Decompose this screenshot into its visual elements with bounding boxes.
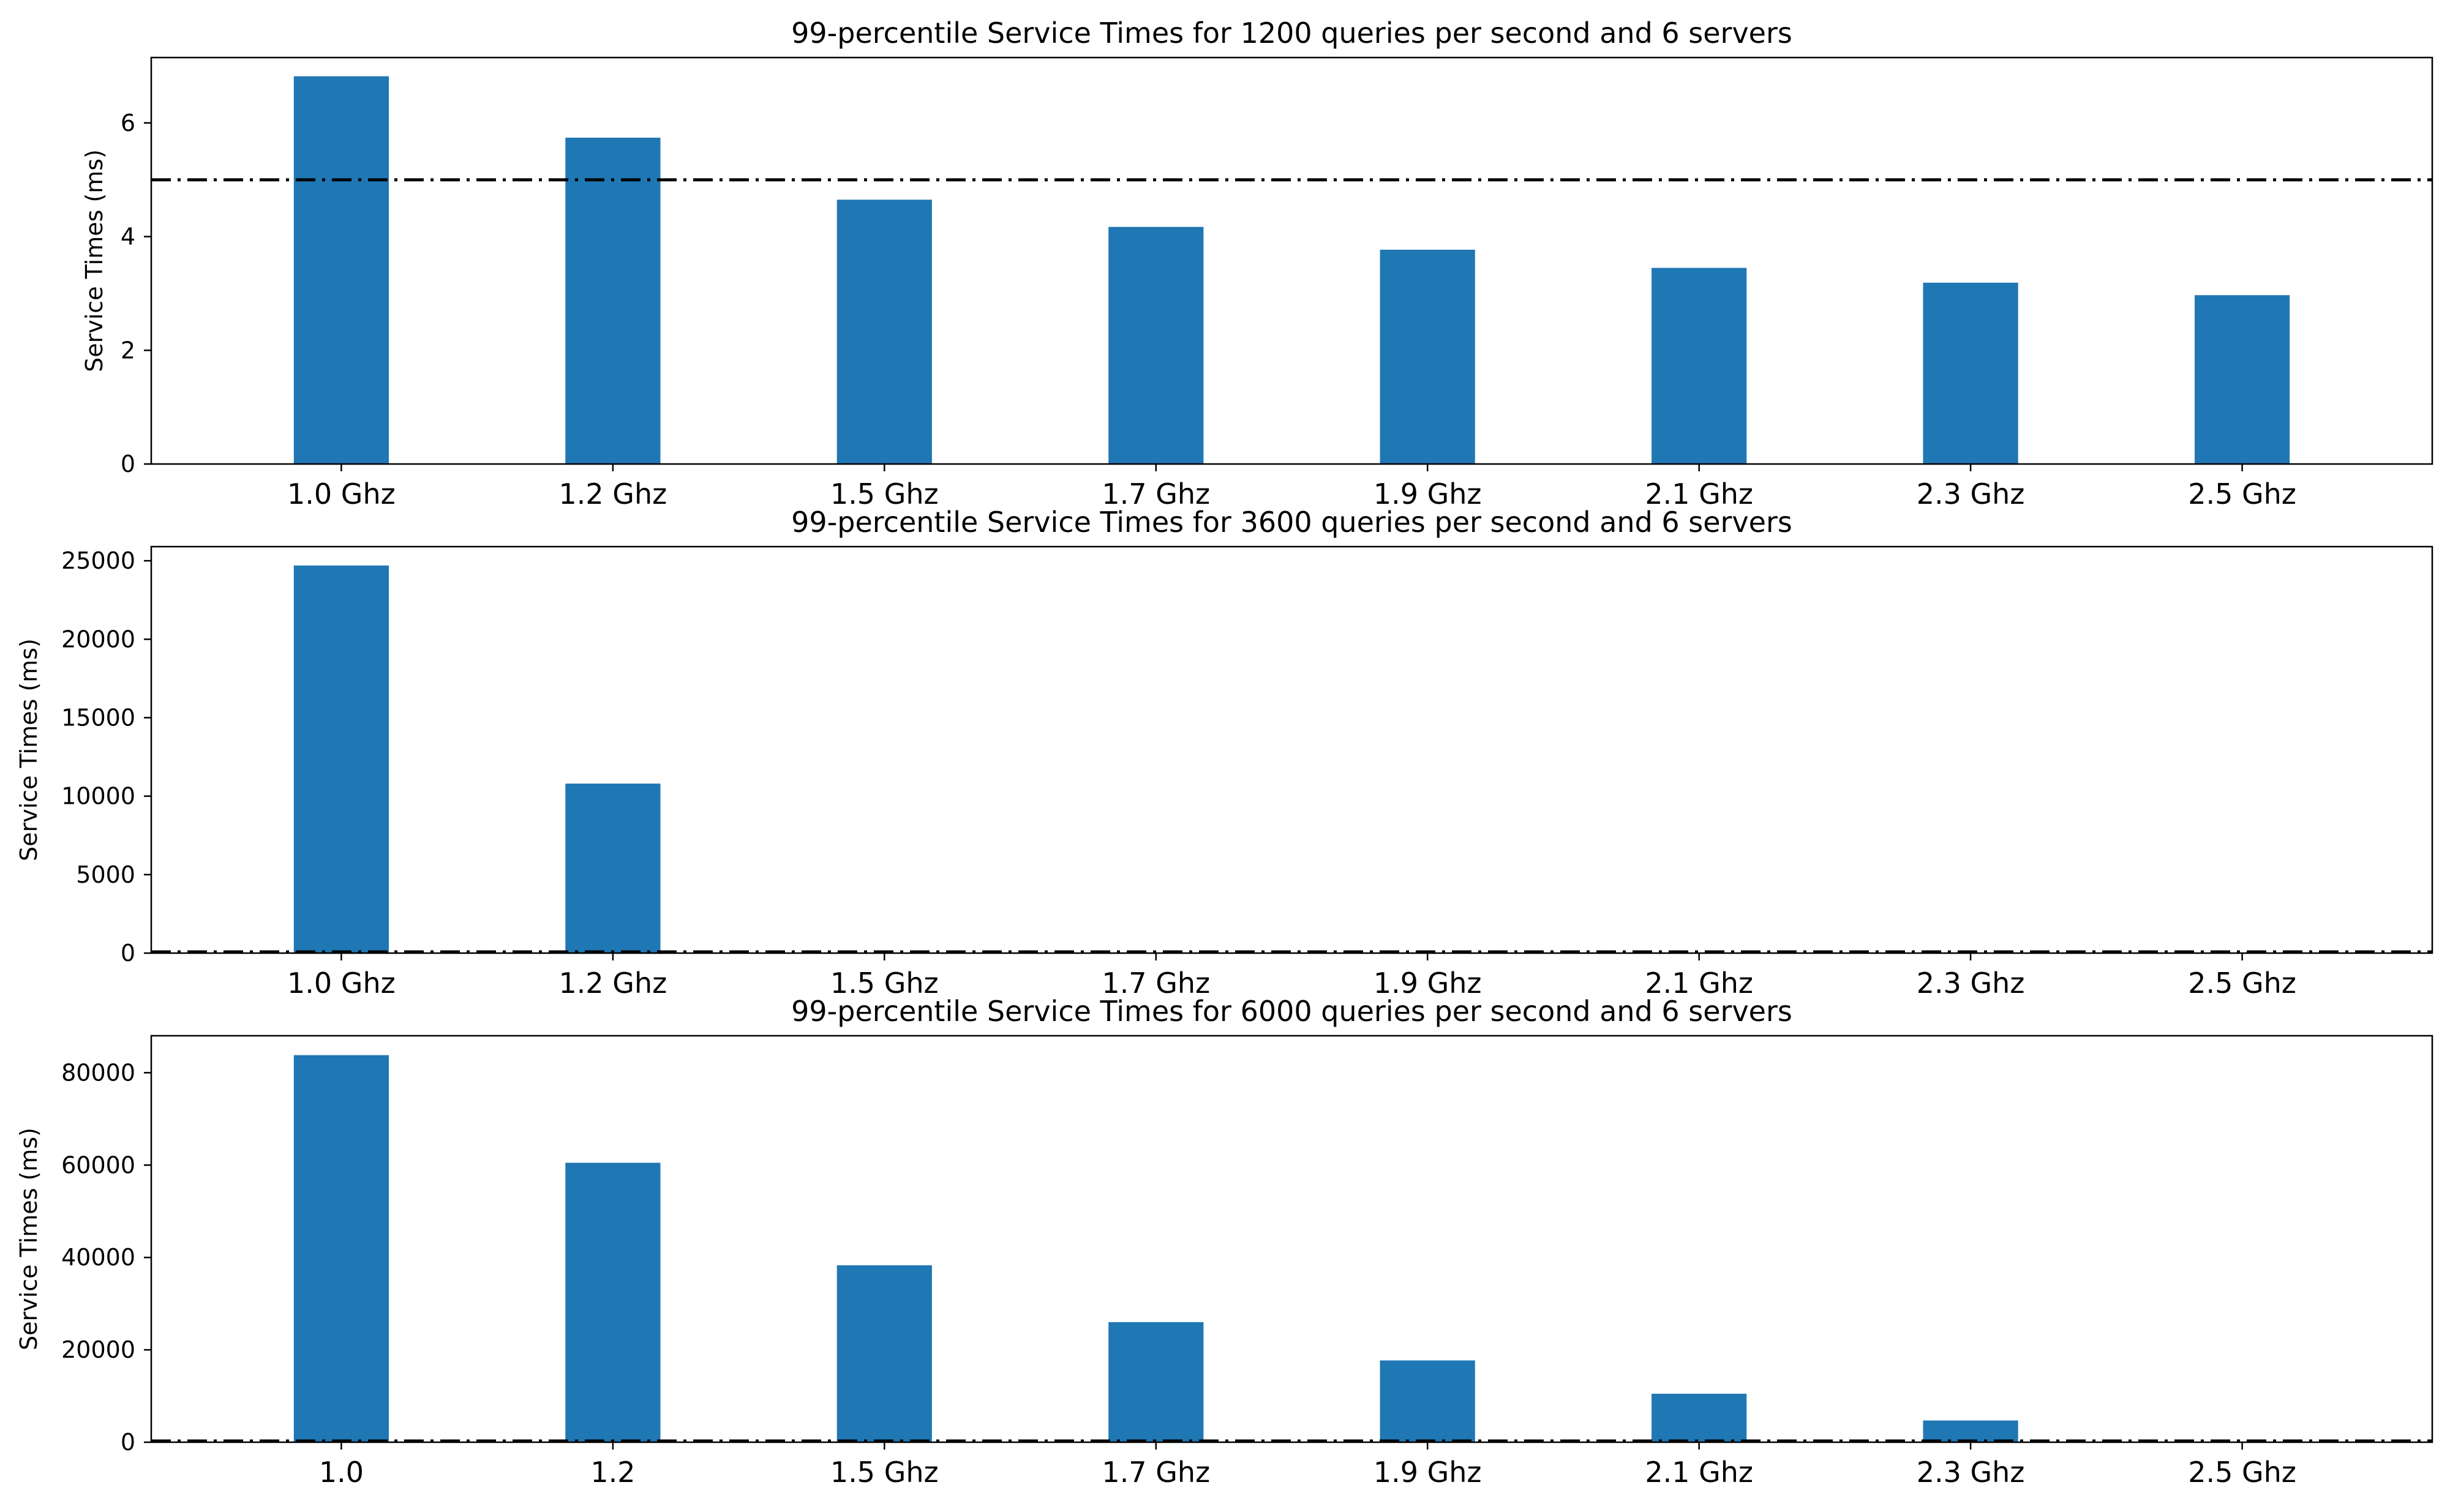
ytick-label-2-6: 25000 [61, 547, 135, 574]
xtick-label-3-3: 1.5 Ghz [830, 1456, 939, 1489]
bar-1-3 [837, 200, 932, 464]
xtick-label-3-7: 2.3 Ghz [1917, 1456, 2025, 1489]
bar-1-7 [1923, 283, 2018, 464]
xtick-label-3-2: 1.2 [590, 1456, 635, 1489]
xtick-label-3-8: 2.5 Ghz [2188, 1456, 2296, 1489]
xtick-label-2-7: 2.3 Ghz [1917, 967, 2025, 1000]
bar-3-5 [1380, 1360, 1475, 1442]
xtick-label-2-1: 1.0 Ghz [287, 967, 396, 1000]
xtick-label-1-7: 2.3 Ghz [1917, 477, 2025, 511]
bar-1-6 [1651, 268, 1746, 464]
ytick-label-1-1: 0 [121, 451, 135, 477]
y-axis-label-3: Service Times (ms) [15, 1128, 42, 1350]
xtick-label-3-5: 1.9 Ghz [1373, 1456, 1482, 1489]
bar-3-3 [837, 1265, 932, 1442]
ytick-label-1-4: 6 [121, 110, 135, 137]
bar-1-2 [565, 138, 660, 464]
ytick-label-3-1: 0 [121, 1429, 135, 1456]
chart-title-3: 99-percentile Service Times for 6000 que… [791, 995, 1792, 1028]
ytick-label-1-3: 4 [121, 223, 135, 250]
bar-3-7 [1923, 1421, 2018, 1443]
bar-3-2 [565, 1163, 660, 1443]
xtick-label-3-6: 2.1 Ghz [1645, 1456, 1753, 1489]
ytick-label-2-4: 15000 [61, 704, 135, 731]
bar-3-6 [1651, 1394, 1746, 1442]
chart-title-1: 99-percentile Service Times for 1200 que… [791, 17, 1792, 50]
bar-2-2 [565, 784, 660, 953]
bar-1-4 [1108, 227, 1203, 464]
xtick-label-1-8: 2.5 Ghz [2188, 477, 2296, 511]
bar-3-4 [1108, 1322, 1203, 1442]
xtick-label-2-8: 2.5 Ghz [2188, 967, 2296, 1000]
ytick-label-3-4: 60000 [61, 1151, 135, 1178]
ytick-label-2-5: 20000 [61, 626, 135, 653]
y-axis-label-2: Service Times (ms) [15, 638, 42, 861]
ytick-label-2-2: 5000 [76, 861, 135, 888]
bar-2-1 [294, 566, 389, 953]
ytick-label-2-3: 10000 [61, 783, 135, 810]
bar-1-8 [2195, 295, 2290, 464]
xtick-label-1-1: 1.0 Ghz [287, 477, 396, 511]
xtick-label-1-2: 1.2 Ghz [559, 477, 667, 511]
xtick-label-2-2: 1.2 Ghz [559, 967, 667, 1000]
bar-3-1 [294, 1055, 389, 1442]
xtick-label-3-1: 1.0 [319, 1456, 364, 1489]
ytick-label-2-1: 0 [121, 940, 135, 967]
ytick-label-3-5: 80000 [61, 1059, 135, 1086]
ytick-label-1-2: 2 [121, 337, 135, 364]
ytick-label-3-3: 40000 [61, 1244, 135, 1271]
y-axis-label-1: Service Times (ms) [81, 149, 108, 372]
chart-title-2: 99-percentile Service Times for 3600 que… [791, 506, 1792, 539]
ytick-label-3-2: 20000 [61, 1336, 135, 1363]
bar-1-5 [1380, 250, 1475, 464]
bar-1-1 [294, 77, 389, 464]
xtick-label-3-4: 1.7 Ghz [1102, 1456, 1210, 1489]
